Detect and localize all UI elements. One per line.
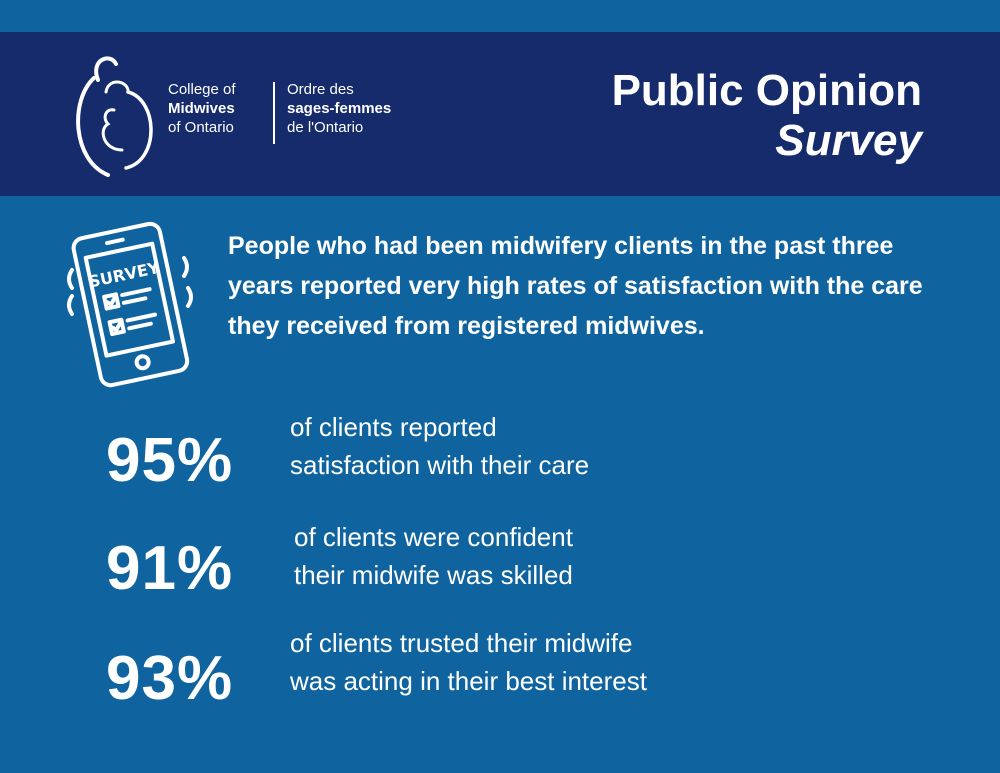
logo-fr-line1: Ordre des: [287, 81, 354, 98]
intro-text: People who had been midwifery clients in…: [228, 232, 923, 340]
midwives-logo-icon: [76, 56, 153, 177]
stat-description: of clients were confident their midwife …: [294, 518, 573, 594]
survey-icon-label: SURVEY: [87, 258, 162, 292]
logo-fr-line3: de l'Ontario: [287, 119, 364, 136]
stat-line2: was acting in their best interest: [290, 666, 647, 696]
logo-text-english: College of Midwives of Ontario: [168, 80, 236, 137]
title-main: Public Opinion: [611, 66, 922, 115]
stat-line2: their midwife was skilled: [294, 560, 573, 590]
logo-text-french: Ordre des sages-femmes de l'Ontario: [287, 80, 391, 137]
stat-value: 95%: [106, 426, 234, 495]
stat-description: of clients reported satisfaction with th…: [290, 408, 589, 484]
header-banner: College of Midwives of Ontario Ordre des…: [0, 32, 1000, 196]
stat-value: 91%: [106, 534, 234, 603]
stat-line2: satisfaction with their care: [290, 450, 590, 480]
logo-en-line2: Midwives: [168, 100, 235, 117]
stat-value: 93%: [106, 644, 234, 713]
stat-line1: of clients trusted their midwife: [290, 628, 633, 658]
stat-line1: of clients reported: [290, 412, 497, 442]
stat-line1: of clients were confident: [294, 522, 573, 552]
stat-description: of clients trusted their midwife was act…: [290, 624, 647, 700]
logo-en-line1: College of: [168, 81, 236, 98]
logo-en-line3: of Ontario: [168, 119, 234, 136]
logo-divider: [273, 82, 275, 144]
title-sub: Survey: [775, 116, 922, 165]
logo-fr-line2: sages-femmes: [287, 100, 392, 117]
survey-tablet-icon: SURVEY: [67, 221, 193, 388]
page-title: Public Opinion Survey: [612, 66, 922, 166]
